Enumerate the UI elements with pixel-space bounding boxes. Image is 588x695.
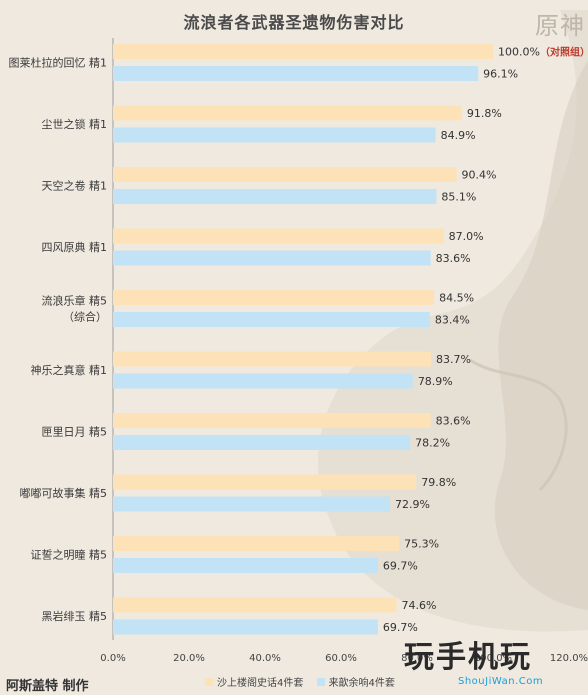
legend-swatch-series-2 — [316, 677, 325, 686]
bar-series-2 — [113, 189, 437, 204]
data-label: 69.7% — [383, 621, 418, 634]
bar-series-1 — [113, 167, 457, 182]
category-label: （综合） — [63, 310, 107, 324]
category-label: 尘世之锁 精1 — [42, 117, 108, 131]
data-label: 87.0% — [449, 230, 484, 243]
game-logo: 原神 — [535, 12, 585, 40]
data-label: 91.8% — [467, 107, 502, 120]
bar-series-2 — [113, 250, 431, 266]
data-label: 96.1% — [483, 68, 518, 81]
legend: 沙上楼阁史话4件套 来歆余响4件套 — [205, 674, 405, 689]
data-label: 79.8% — [421, 476, 456, 489]
data-label: 90.4% — [462, 169, 497, 182]
data-label: 84.9% — [441, 129, 476, 142]
category-label: 天空之卷 精1 — [42, 179, 108, 193]
category-label: 神乐之真意 精1 — [31, 363, 108, 377]
x-tick-label: 20.0% — [173, 653, 205, 664]
data-label: 100.0% — [498, 46, 540, 59]
data-label: 83.4% — [435, 314, 470, 327]
x-tick-label: 100.0% — [474, 653, 512, 664]
x-tick-label: 120.0% — [550, 653, 588, 664]
bar-series-2 — [113, 435, 411, 450]
legend-item-series-1: 沙上楼阁史话4件套 — [205, 674, 303, 689]
site-watermark: 玩手机玩 ShouJiWan.Com — [398, 632, 588, 695]
x-tick-label: 40.0% — [249, 653, 281, 664]
bar-series-2 — [113, 66, 479, 81]
data-label: 85.1% — [441, 191, 476, 204]
chart-title: 流浪者各武器圣遗物伤害对比 — [183, 13, 405, 32]
data-label: 74.6% — [401, 599, 436, 612]
x-tick-label: 80.0% — [401, 653, 433, 664]
x-tick-label: 0.0% — [100, 653, 125, 664]
bar-series-2 — [113, 496, 391, 512]
category-label: 嘟嘟可故事集 精5 — [20, 486, 108, 500]
bar-series-1 — [113, 44, 493, 59]
data-label: 78.9% — [418, 375, 453, 388]
bar-series-2 — [113, 619, 378, 635]
bar-series-2 — [113, 373, 413, 389]
category-label: 图莱杜拉的回忆 精1 — [9, 56, 108, 70]
legend-label-series-1: 沙上楼阁史话4件套 — [217, 678, 304, 689]
bar-series-1 — [113, 413, 431, 428]
data-label: 83.6% — [436, 415, 471, 428]
category-label: 匣里日月 精5 — [42, 426, 108, 439]
category-label: 证誓之明瞳 精5 — [31, 548, 108, 562]
bar-series-1 — [113, 351, 432, 367]
category-label: 流浪乐章 精5 — [42, 294, 108, 308]
data-label: 83.7% — [436, 353, 471, 366]
data-label: 72.9% — [395, 498, 430, 511]
bar-series-2 — [113, 312, 430, 327]
watermark-url: ShouJiWan.Com — [458, 676, 544, 687]
bar-series-1 — [113, 290, 435, 305]
author-credit: 阿斯盖特 制作 — [6, 679, 89, 694]
bar-series-1 — [113, 105, 462, 121]
bar-series-1 — [113, 597, 397, 613]
legend-swatch-series-1 — [205, 677, 213, 686]
data-label: 83.6% — [436, 252, 471, 265]
bar-series-1 — [113, 536, 400, 551]
bar-series-1 — [113, 474, 417, 490]
watermark-brand: 玩手机玩 — [404, 640, 532, 675]
bar-series-1 — [113, 228, 444, 244]
control-group-annotation: （对照组） — [540, 46, 588, 59]
legend-item-series-2: 来歆余响4件套 — [316, 674, 395, 689]
bar-series-2 — [113, 558, 378, 573]
data-label: 78.2% — [415, 437, 450, 450]
bar-series-2 — [113, 127, 436, 143]
data-label: 69.7% — [383, 560, 418, 573]
category-label: 黑岩绯玉 精5 — [42, 609, 108, 623]
x-tick-label: 60.0% — [325, 653, 357, 664]
legend-label-series-2: 来歆余响4件套 — [328, 678, 395, 689]
category-label: 四风原典 精1 — [42, 240, 108, 254]
data-label: 75.3% — [404, 538, 439, 551]
data-label: 84.5% — [439, 292, 474, 305]
